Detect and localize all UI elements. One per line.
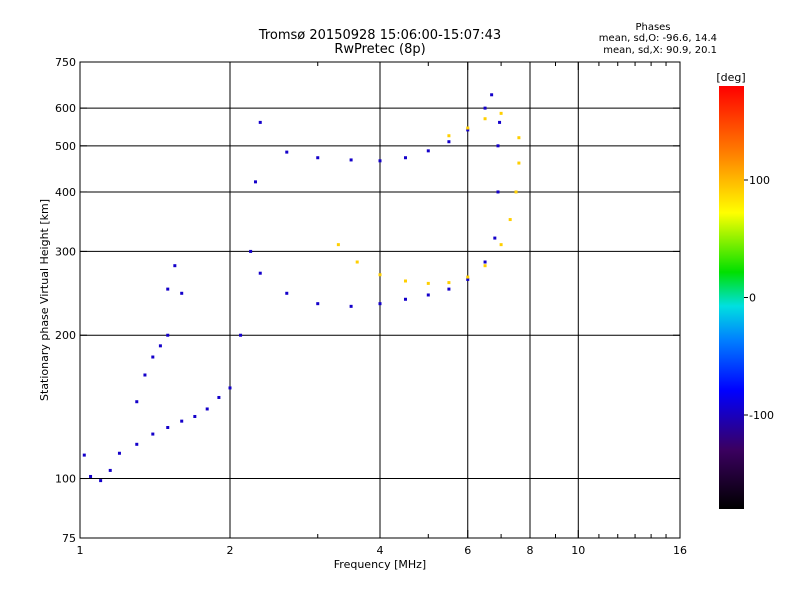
data-point-o: [258, 120, 262, 124]
data-point-o: [316, 156, 320, 160]
y-tick-label: 500: [55, 140, 76, 153]
data-point-o: [258, 271, 262, 275]
data-point-o: [99, 479, 103, 483]
y-tick-label: 600: [55, 102, 76, 115]
data-point-o: [490, 93, 494, 97]
data-point-o: [349, 304, 353, 308]
data-point-o: [378, 159, 382, 163]
data-point-x: [517, 161, 521, 165]
x-tick-label: 8: [527, 544, 534, 557]
data-point-o: [447, 140, 451, 144]
data-point-o: [285, 291, 289, 295]
data-point-o: [426, 149, 430, 153]
chart-title: Tromsø 20150928 15:06:00-15:07:43: [258, 28, 502, 43]
data-point-o: [158, 344, 162, 348]
data-point-o: [135, 442, 139, 446]
data-point-o: [117, 451, 121, 455]
data-point-x: [466, 126, 470, 130]
data-point-o: [217, 395, 221, 399]
data-point-x: [483, 117, 487, 121]
data-point-o: [151, 432, 155, 436]
y-tick-label: 300: [55, 245, 76, 258]
data-point-x: [499, 111, 503, 115]
stats-x-mode: mean, sd,X: 90.9, 20.1: [603, 45, 717, 56]
stats-o-mode: mean, sd,O: -96.6, 14.4: [598, 33, 717, 44]
data-point-x: [499, 243, 503, 247]
data-point-o: [82, 453, 86, 457]
data-point-x: [517, 136, 521, 140]
y-tick-label: 100: [55, 473, 76, 486]
axis-ticks: 75 100 200 300 400 500 600 750 1 2 4 6 8 10 16: [55, 56, 687, 557]
grid: [80, 62, 680, 538]
data-point-o: [239, 333, 243, 337]
data-point-o: [466, 277, 470, 281]
data-point-o: [180, 291, 184, 295]
data-point-o: [403, 156, 407, 160]
x-tick-label: 6: [464, 544, 471, 557]
stats-heading: Phases: [635, 22, 671, 33]
data-point-o: [378, 302, 382, 306]
data-point-o: [498, 120, 502, 124]
data-point-o: [349, 158, 353, 162]
colorbar: [719, 86, 744, 509]
data-point-x: [483, 264, 487, 268]
y-tick-label: 200: [55, 329, 76, 342]
data-point-o: [496, 190, 500, 194]
data-point-o: [166, 287, 170, 291]
data-point-o: [285, 150, 289, 154]
data-point-x: [466, 275, 470, 279]
data-point-o: [143, 373, 147, 377]
data-point-x: [447, 134, 451, 138]
data-point-o: [249, 249, 253, 253]
data-point-o: [135, 400, 139, 404]
y-tick-label: 400: [55, 186, 76, 199]
data-point-o: [483, 106, 487, 110]
data-point-o: [193, 414, 197, 418]
data-point-o: [426, 293, 430, 297]
data-point-o: [205, 407, 209, 411]
data-point-o: [151, 355, 155, 359]
colorbar-tick-label: -100: [749, 409, 774, 422]
data-point-o: [173, 264, 177, 268]
data-point-o: [493, 236, 497, 240]
data-point-o: [228, 386, 232, 390]
data-point-x: [355, 260, 359, 264]
data-point-o: [253, 180, 257, 184]
data-point-o: [483, 260, 487, 264]
data-point-o: [166, 333, 170, 337]
data-point-o: [89, 474, 93, 478]
data-point-o: [108, 468, 112, 472]
x-tick-label: 1: [77, 544, 84, 557]
data-point-x: [508, 218, 512, 222]
x-axis-title: Frequency [MHz]: [334, 558, 426, 571]
data-point-o: [447, 287, 451, 291]
data-point-x: [378, 273, 382, 277]
data-point-o: [180, 419, 184, 423]
data-point-o: [166, 425, 170, 429]
data-point-o: [466, 128, 470, 132]
colorbar-tick-label: 0: [749, 292, 756, 305]
data-point-x: [514, 190, 518, 194]
data-point-x: [403, 279, 407, 283]
colorbar-unit-label: [deg]: [716, 71, 745, 84]
chart-subtitle: RwPretec (8p): [334, 42, 426, 57]
y-tick-label: 75: [62, 532, 76, 545]
x-tick-label: 16: [673, 544, 687, 557]
data-point-x: [447, 281, 451, 285]
x-tick-label: 10: [571, 544, 585, 557]
y-tick-label: 750: [55, 56, 76, 69]
data-point-x: [336, 243, 340, 247]
y-axis-title: Stationary phase Virtual Height [km]: [38, 199, 51, 401]
data-point-o: [496, 144, 500, 148]
data-points: [82, 93, 521, 483]
data-point-x: [426, 281, 430, 285]
colorbar-tick-label: 100: [749, 174, 770, 187]
x-tick-label: 2: [227, 544, 234, 557]
data-point-o: [316, 302, 320, 306]
data-point-o: [403, 297, 407, 301]
colorbar-ticks: 100 0 -100: [744, 174, 774, 422]
x-tick-label: 4: [377, 544, 384, 557]
